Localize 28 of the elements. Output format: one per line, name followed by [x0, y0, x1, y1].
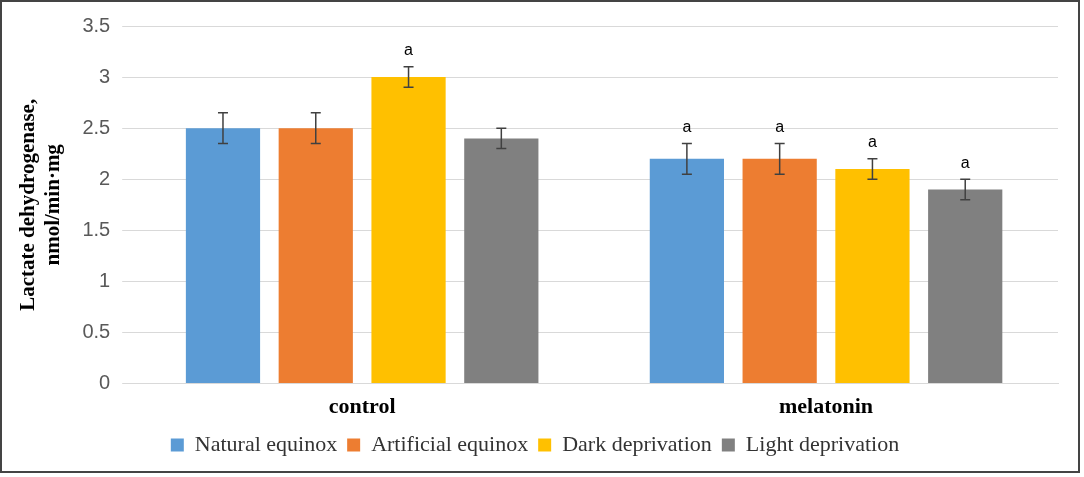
y-tick-label: 3.5	[82, 13, 111, 36]
bar	[649, 158, 724, 384]
data-label: a	[775, 117, 785, 135]
y-tick-label: 1	[99, 268, 111, 291]
bar	[185, 128, 261, 384]
bar	[371, 77, 446, 384]
bar	[928, 189, 1003, 384]
bar	[278, 128, 353, 384]
y-tick-label: 0.5	[82, 320, 111, 343]
legend-label: Dark deprivation	[562, 430, 712, 456]
x-tick-label: control	[328, 393, 396, 419]
legend-label: Natural equinox	[194, 430, 338, 456]
y-tick-label: 1.5	[82, 217, 111, 240]
y-tick-label: 2.5	[82, 115, 111, 138]
y-tick-label: 3	[99, 64, 111, 87]
bar	[464, 138, 539, 384]
y-axis-title: Lactate dehydrogenase, nmol/min·mg	[15, 98, 65, 311]
legend-label: Light deprivation	[745, 430, 900, 456]
y-tick-label: 2	[99, 166, 111, 189]
bar	[835, 169, 910, 384]
x-tick-label: melatonin	[778, 393, 874, 419]
data-label: a	[960, 153, 970, 171]
data-label: a	[404, 41, 414, 59]
bar	[742, 158, 817, 384]
data-label: a	[682, 117, 692, 135]
legend-label: Artificial equinox	[371, 430, 529, 456]
y-tick-label: 0	[99, 371, 111, 394]
data-label: a	[867, 133, 877, 151]
